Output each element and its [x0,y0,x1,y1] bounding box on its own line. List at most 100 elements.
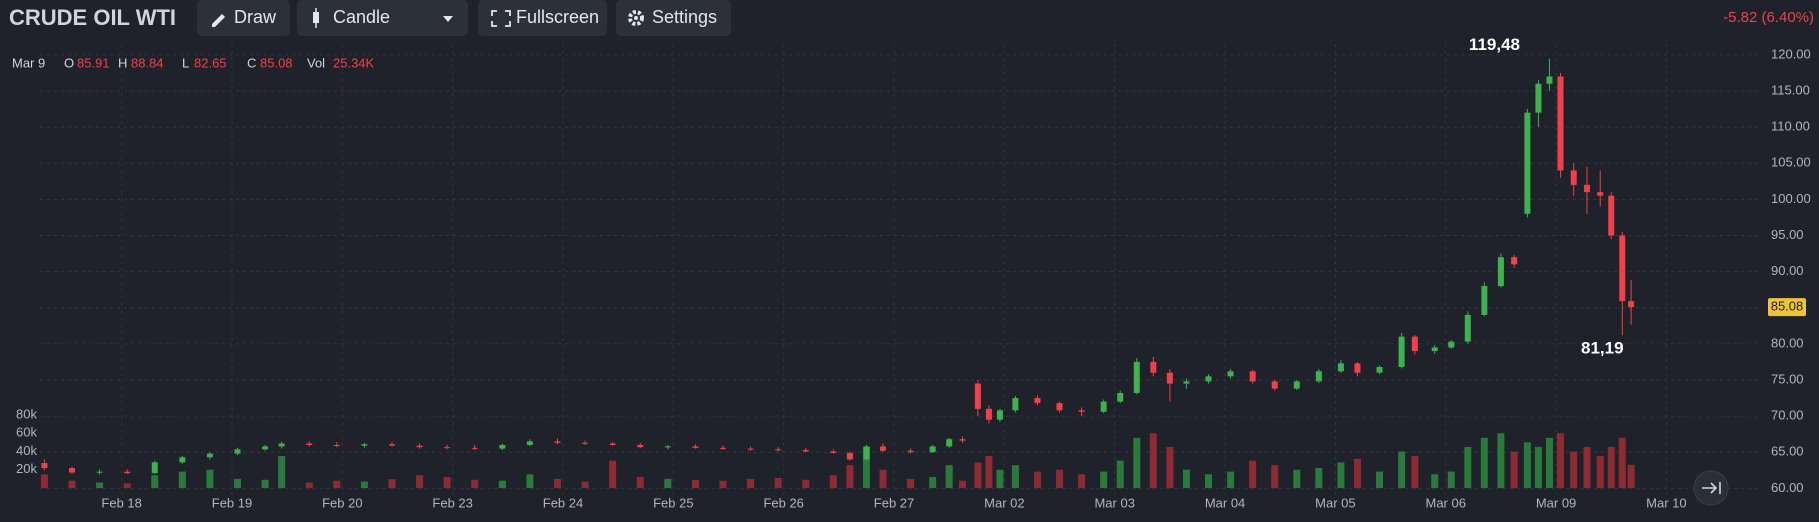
x-tick-label: Feb 24 [543,495,583,510]
volume-bar [1133,437,1141,488]
y-tick-label: 115.00 [1771,82,1810,97]
volume-bar [691,479,699,488]
fullscreen-icon [491,10,511,27]
volume-bar [416,475,424,488]
volume-bar [1570,451,1578,488]
volume-bar [443,477,451,488]
candle-body [1570,170,1577,185]
candle-body [907,450,914,453]
scroll-button[interactable] [1693,470,1729,506]
button-bg[interactable] [478,0,607,36]
volume-bar [178,471,186,488]
button-label[interactable]: Candle [333,7,390,27]
ohlc-legend: 85.91 [77,55,110,70]
last-price-label: 85.08 [1771,299,1804,314]
volume-bar [1431,474,1439,488]
candle-body [1376,366,1383,373]
x-tick-label: Mar 04 [1205,495,1245,510]
volume-bar [1376,471,1384,488]
candle-body [802,450,809,452]
button-bg[interactable] [197,0,290,36]
price-annotation: 81,19 [1581,339,1624,358]
ohlc-legend: 88.84 [131,55,164,70]
ohlc-legend: H [118,55,127,70]
volume-bar [1033,471,1041,488]
volume-bar [1510,451,1518,488]
candle-body [830,451,837,453]
y-tick-label: 90.00 [1771,263,1804,278]
volume-bar [1464,446,1472,488]
toolbar: CRUDE OIL WTI Draw Candle Fullscreen Set… [9,0,1814,36]
volume-bar [719,480,727,488]
candle-body [1546,76,1553,84]
button-label[interactable]: Fullscreen [516,7,599,27]
y-tick-label: 80.00 [1771,335,1804,350]
volume-bar [261,479,269,488]
candle-body [609,443,616,445]
x-tick-label: Feb 25 [653,495,693,510]
instrument-title: CRUDE OIL WTI [9,5,176,30]
candle-body [582,442,589,444]
candle-body [720,447,727,449]
candle-body [846,452,853,460]
candle-body [388,444,395,446]
volume-bar [1011,465,1019,488]
candle-body [747,448,754,450]
candle-button[interactable]: Candle [297,0,468,36]
last-price-badge [1768,298,1806,317]
volume-bar [1556,433,1564,488]
button-bg[interactable] [297,0,468,36]
volume-bar [879,469,887,488]
volume-bar [40,474,48,488]
candle-body [124,471,131,474]
volume-bar [123,483,131,488]
volume-bar [1534,446,1542,488]
candle-body [526,441,533,445]
volume-bar [1353,458,1361,488]
candle-body [1524,112,1531,214]
button-label[interactable]: Settings [652,7,717,27]
candle-body [1535,83,1542,113]
button-label[interactable]: Draw [234,7,277,27]
candle-body [637,444,644,448]
scroll-icon [1702,482,1721,494]
candle-body [333,444,340,446]
candle-body [1166,372,1173,384]
x-tick-label: Mar 05 [1315,495,1355,510]
x-tick-label: Mar 09 [1536,495,1576,510]
volume-tick-label: 20k [16,461,37,476]
volume-bar [907,478,915,488]
volume-bar [1583,446,1591,488]
candle-body [1249,371,1256,382]
volume-bar [1166,446,1174,488]
ohlc-legend: L [182,55,189,70]
draw-button[interactable]: Draw [197,0,290,36]
settings-button[interactable]: Settings [616,0,731,36]
volume-bar [388,478,396,488]
button-bg[interactable] [616,0,731,36]
gear-icon [628,10,644,26]
candle-body [775,449,782,451]
ohlc-legend: C [247,55,256,70]
volume-bars [40,433,1635,488]
volume-bar [1249,460,1257,488]
candle-body [361,444,368,446]
candle-body [1511,257,1518,265]
volume-bar [774,477,782,488]
volume-bar [802,479,810,488]
pen-icon [212,14,225,27]
volume-bar [96,482,104,488]
candle-body [1150,361,1157,373]
x-tick-label: Feb 18 [101,495,141,510]
x-tick-label: Feb 20 [322,495,362,510]
candle-body [1398,336,1405,367]
candle-body [1448,341,1455,348]
x-tick-label: Mar 02 [984,495,1024,510]
candle-body [1034,398,1041,404]
volume-bar [1182,469,1190,488]
volume-tick-label: 80k [16,406,37,421]
candle-body [234,449,241,454]
fullscreen-button[interactable]: Fullscreen [478,0,607,36]
ohlc-legend: Vol [307,55,325,70]
candle-body [1100,401,1107,412]
